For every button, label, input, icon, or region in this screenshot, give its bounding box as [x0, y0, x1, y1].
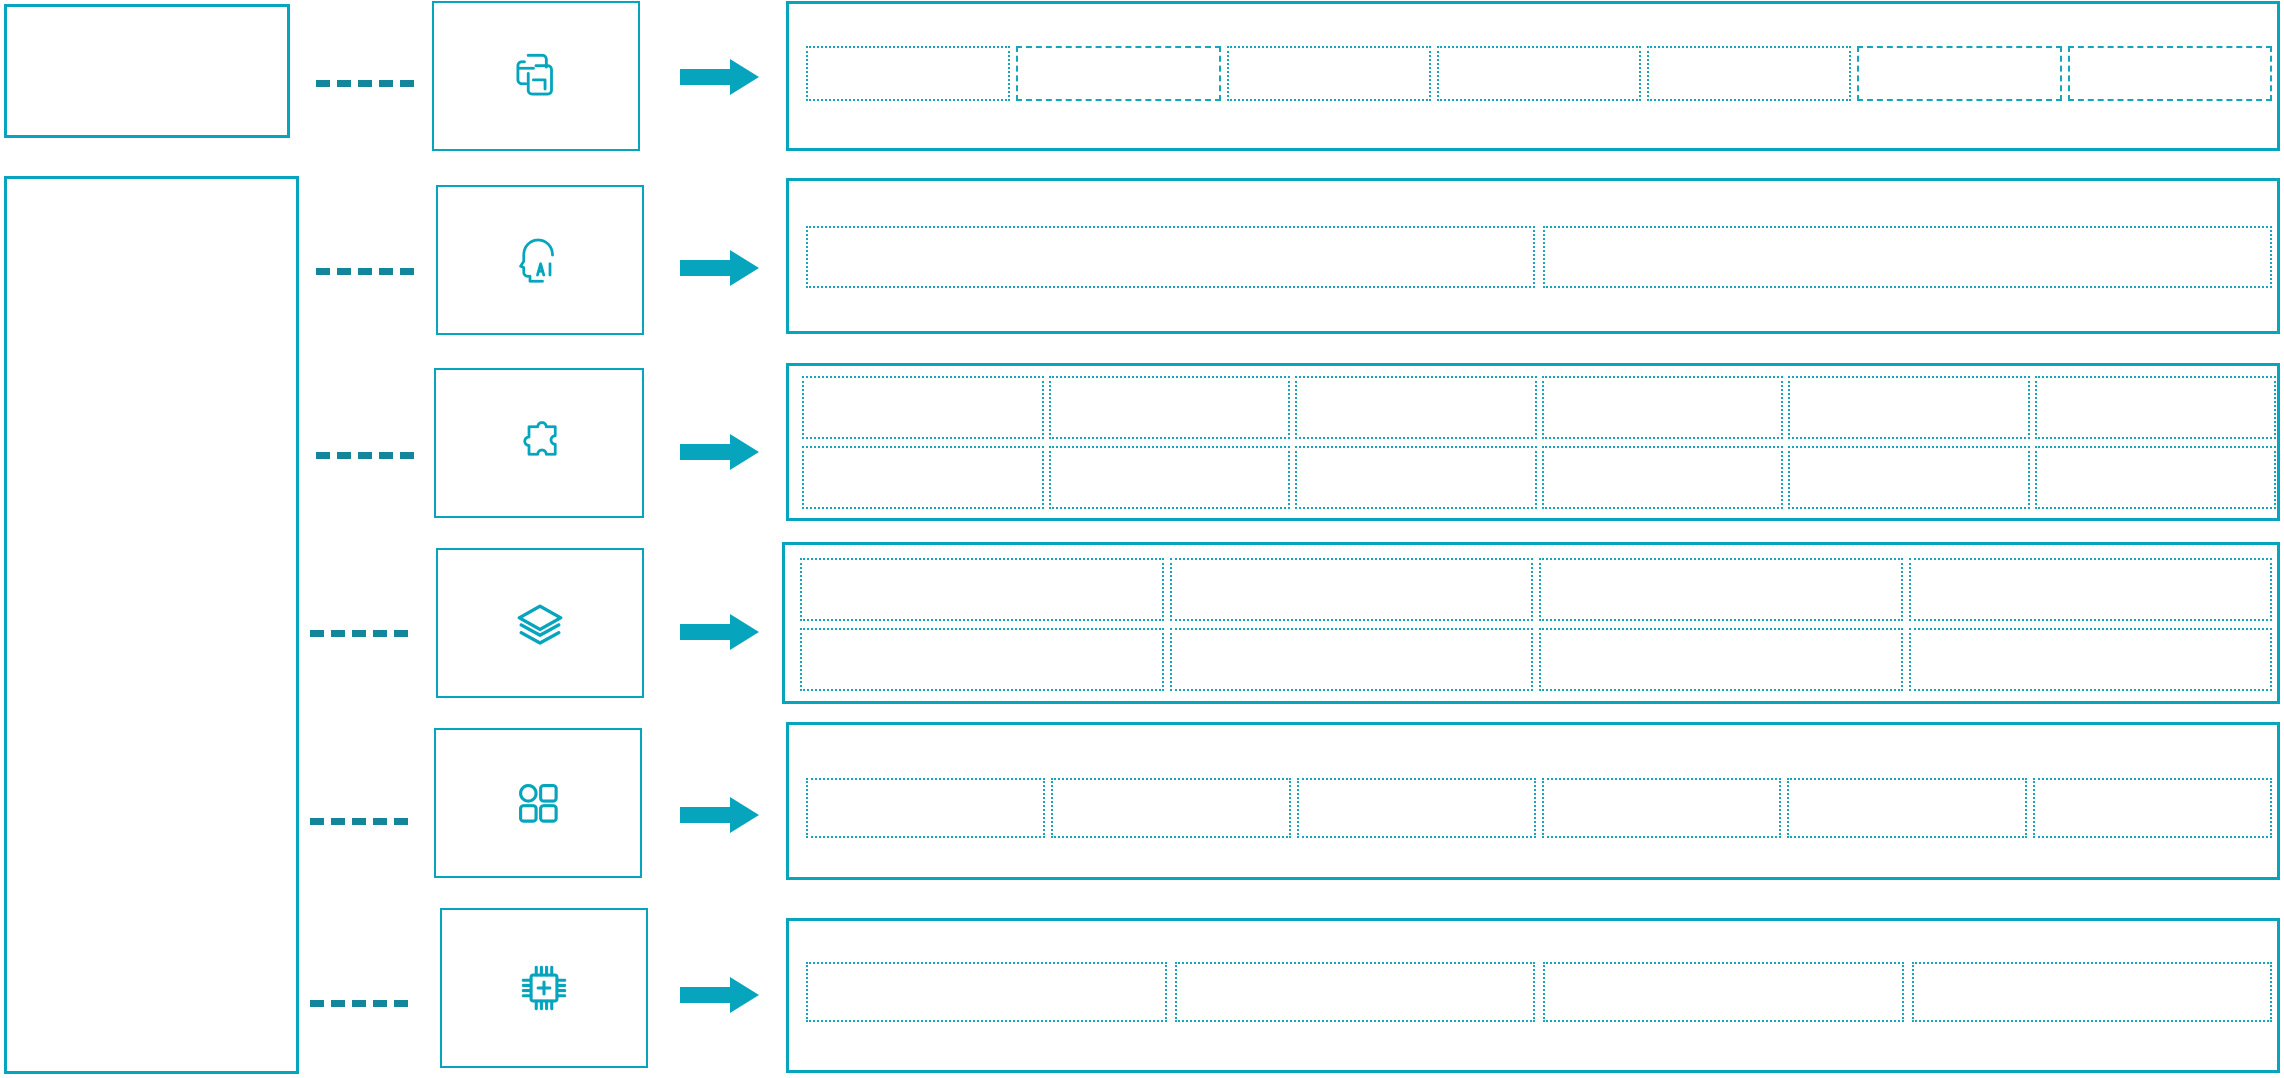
placeholder-cell[interactable]	[1539, 628, 1903, 691]
placeholder-cell[interactable]	[1788, 446, 2030, 509]
connector-3	[316, 452, 414, 459]
placeholder-cell[interactable]	[1539, 558, 1903, 621]
placeholder-cell[interactable]	[806, 226, 1535, 288]
placeholder-cell[interactable]	[1226, 46, 1431, 101]
placeholder-cell[interactable]	[1543, 226, 2272, 288]
puzzle-piece-icon	[509, 413, 569, 473]
content-panel-4	[782, 542, 2280, 704]
ai-head-icon	[510, 230, 570, 290]
placeholder-cell[interactable]	[1295, 376, 1537, 439]
arrow-right-icon-6	[680, 977, 759, 1013]
arrow-right-icon-5	[680, 797, 759, 833]
cell-grid-1	[806, 46, 2272, 101]
placeholder-cell[interactable]	[1169, 558, 1533, 621]
placeholder-cell[interactable]	[802, 446, 1044, 509]
overlapping-windows-icon	[505, 45, 567, 107]
cell-grid-5	[806, 778, 2272, 838]
icon-tile-1[interactable]	[432, 1, 640, 151]
grid-shapes-icon	[509, 774, 567, 832]
placeholder-cell[interactable]	[2034, 446, 2276, 509]
connector-4	[310, 630, 408, 637]
category-panel-1	[4, 4, 290, 138]
cell-grid-3	[802, 376, 2276, 509]
connector-1	[316, 80, 414, 87]
placeholder-cell[interactable]	[1788, 376, 2030, 439]
icon-tile-2[interactable]	[436, 185, 644, 335]
cell-grid-6	[806, 962, 2272, 1022]
placeholder-cell[interactable]	[1436, 46, 1642, 101]
icon-tile-6[interactable]	[440, 908, 648, 1068]
content-panel-3	[786, 363, 2280, 521]
placeholder-cell[interactable]	[802, 376, 1044, 439]
category-panel-2	[4, 176, 299, 1074]
placeholder-cell[interactable]	[1296, 778, 1536, 838]
icon-tile-3[interactable]	[434, 368, 644, 518]
arrow-right-icon-2	[680, 250, 759, 286]
placeholder-cell[interactable]	[2032, 778, 2272, 838]
connector-5	[310, 818, 408, 825]
placeholder-cell[interactable]	[1541, 446, 1783, 509]
content-panel-5	[786, 722, 2280, 880]
cell-grid-4	[800, 558, 2272, 691]
arrow-right-icon-4	[680, 614, 759, 650]
placeholder-cell[interactable]	[1908, 628, 2272, 691]
placeholder-cell[interactable]	[1787, 778, 2027, 838]
arrow-right-icon-3	[680, 434, 759, 470]
placeholder-cell[interactable]	[1541, 778, 1782, 838]
placeholder-cell[interactable]	[1016, 46, 1221, 101]
placeholder-cell[interactable]	[800, 628, 1164, 691]
icon-tile-5[interactable]	[434, 728, 642, 878]
placeholder-cell[interactable]	[806, 46, 1011, 101]
placeholder-cell[interactable]	[806, 962, 1167, 1022]
content-panel-6	[786, 918, 2280, 1073]
arrow-right-icon-1	[680, 59, 759, 95]
placeholder-cell[interactable]	[1048, 446, 1290, 509]
cell-grid-2	[806, 226, 2272, 288]
placeholder-cell[interactable]	[1857, 46, 2062, 101]
placeholder-cell[interactable]	[1051, 778, 1291, 838]
placeholder-cell[interactable]	[1541, 376, 1783, 439]
content-panel-1	[786, 1, 2280, 151]
placeholder-cell[interactable]	[1647, 46, 1852, 101]
placeholder-cell[interactable]	[806, 778, 1046, 838]
layers-stack-icon	[509, 592, 571, 654]
placeholder-cell[interactable]	[1911, 962, 2272, 1022]
placeholder-cell[interactable]	[1908, 558, 2272, 621]
placeholder-cell[interactable]	[1543, 962, 1904, 1022]
icon-tile-4[interactable]	[436, 548, 644, 698]
placeholder-cell[interactable]	[1169, 628, 1533, 691]
placeholder-cell[interactable]	[2034, 376, 2276, 439]
connector-2	[316, 268, 414, 275]
placeholder-cell[interactable]	[800, 558, 1164, 621]
placeholder-cell[interactable]	[1295, 446, 1537, 509]
chip-plus-icon	[513, 957, 575, 1019]
placeholder-cell[interactable]	[1174, 962, 1535, 1022]
placeholder-cell[interactable]	[1048, 376, 1290, 439]
placeholder-cell[interactable]	[2067, 46, 2272, 101]
connector-6	[310, 1000, 408, 1007]
